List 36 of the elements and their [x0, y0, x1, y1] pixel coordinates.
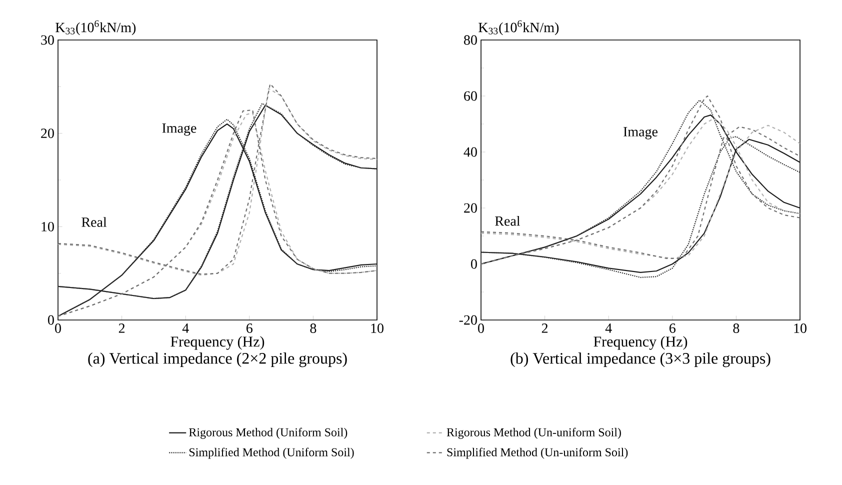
- legend-label: Rigorous Method (Un-uniform Soil): [446, 428, 621, 439]
- annotation: Image: [624, 127, 658, 140]
- y-tick-label: 40: [464, 147, 477, 157]
- annotation: Image: [162, 124, 196, 136]
- legend-label: Simplified Method (Uniform Soil): [189, 448, 354, 459]
- y-tick-label: -20: [459, 315, 477, 325]
- x-tick-label: 0: [55, 324, 61, 333]
- x-tick-label: 6: [246, 324, 252, 333]
- y-tick-label: 0: [48, 315, 54, 325]
- y-tick-label: 60: [464, 91, 477, 101]
- x-tick-label: 0: [478, 324, 484, 333]
- text: (a) Vertical impedance (2×2 pile groups): [88, 352, 347, 368]
- x-tick-label: 6: [670, 324, 676, 333]
- y-tick-label: 20: [464, 203, 477, 213]
- x-tick-label: 8: [733, 324, 740, 333]
- legend-label: Rigorous Method (Uniform Soil): [189, 428, 348, 439]
- y-tick-label: 10: [42, 222, 54, 232]
- x-tick-label: 4: [182, 324, 189, 333]
- legend-label: Simplified Method (Un-uniform Soil): [447, 448, 628, 459]
- x-tick-label: 10: [371, 324, 384, 333]
- y-tick-label: 20: [41, 128, 54, 138]
- x-tick-label: 10: [794, 324, 806, 333]
- y-tick-label: 30: [41, 35, 54, 45]
- y-axis-title: K$_{33}$(10$^{6}$kN/m): [478, 20, 559, 36]
- x-tick-label: 2: [118, 324, 125, 333]
- annotation: Real: [495, 216, 520, 226]
- y-tick-label: 80: [464, 35, 477, 45]
- x-axis-title: Frequency (Hz): [594, 336, 688, 350]
- x-tick-label: 4: [605, 324, 612, 333]
- y-axis-title: K$_{33}$(10$^{6}$kN/m): [56, 20, 136, 36]
- x-tick-label: 8: [310, 324, 316, 333]
- x-tick-label: 2: [542, 324, 548, 333]
- annotation: Real: [82, 217, 107, 227]
- y-tick-label: 0: [471, 259, 477, 269]
- text: (b) Vertical impedance (3×3 pile groups): [510, 352, 770, 368]
- x-axis-title: Frequency (Hz): [170, 336, 264, 350]
